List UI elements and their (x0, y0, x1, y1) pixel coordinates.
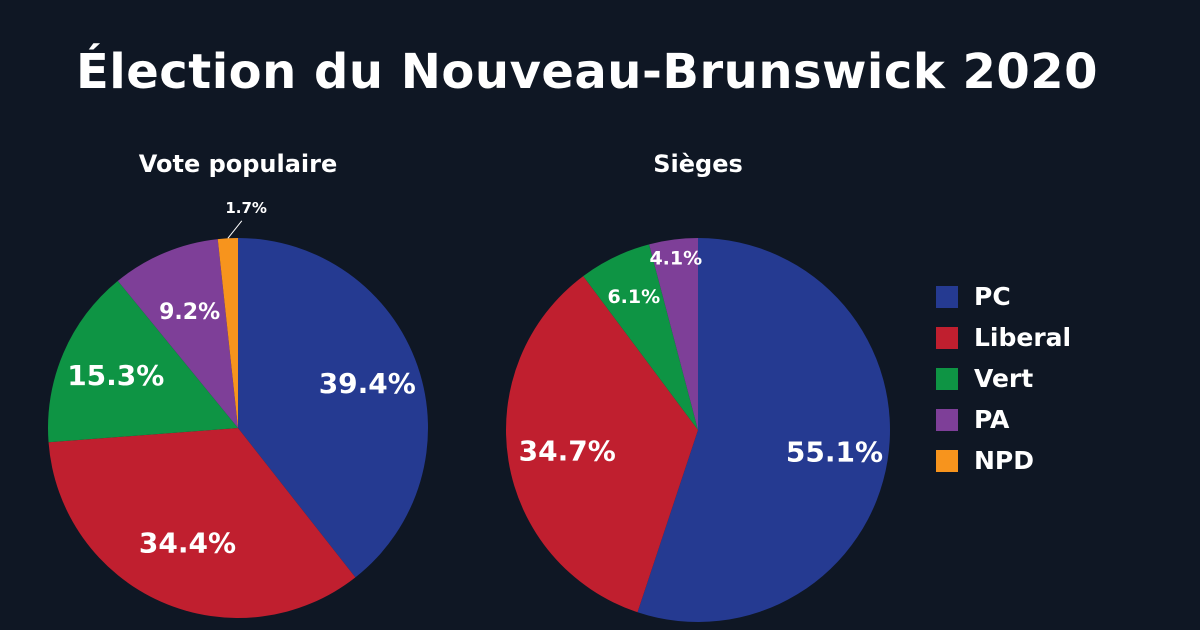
popular-vote-pie: 39.4% 34.4% 15.3% 9.2% 1.7% (48, 199, 428, 618)
vote-leader-npd (227, 220, 243, 239)
vote-label-pa: 9.2% (159, 300, 220, 325)
popular-vote-title: Vote populaire (138, 150, 338, 178)
legend-swatch-liberal (936, 326, 958, 349)
legend-item-vert: Vert (936, 358, 1071, 399)
vote-label-pc: 39.4% (319, 367, 416, 400)
legend-item-pc: PC (936, 276, 1071, 317)
seats-title: Sièges (653, 150, 743, 178)
vote-label-vert: 15.3% (67, 359, 164, 392)
legend-item-liberal: Liberal (936, 317, 1071, 358)
legend-swatch-vert (936, 367, 958, 390)
legend-label-vert: Vert (974, 364, 1034, 393)
seats-slice-pa (649, 238, 698, 430)
vote-slice-npd (217, 238, 238, 428)
legend-label-pa: PA (974, 405, 1010, 434)
legend-label-npd: NPD (974, 446, 1034, 475)
vote-slice-vert (48, 280, 239, 443)
legend-swatch-pa (936, 408, 958, 431)
legend-item-npd: NPD (936, 440, 1071, 481)
vote-label-liberal: 34.4% (139, 526, 236, 559)
seats-slice-vert (583, 244, 698, 430)
vote-slice-pc (238, 238, 428, 578)
seats-slice-pc (637, 238, 891, 622)
seats-label-pc: 55.1% (786, 436, 883, 469)
main-title: Élection du Nouveau-Brunswick 2020 (76, 44, 1099, 100)
legend-swatch-npd (936, 449, 958, 472)
vote-slice-liberal (48, 428, 356, 618)
legend-label-liberal: Liberal (974, 323, 1072, 352)
seats-label-vert: 6.1% (607, 286, 660, 308)
seats-label-liberal: 34.7% (519, 435, 616, 468)
legend-label-pc: PC (974, 282, 1011, 311)
seats-slice-liberal (506, 276, 698, 613)
legend-item-pa: PA (936, 399, 1071, 440)
vote-slice-pa (117, 239, 238, 428)
seats-label-pa: 4.1% (649, 248, 702, 270)
legend: PC Liberal Vert PA NPD (936, 276, 1071, 481)
legend-swatch-pc (936, 285, 958, 308)
seats-pie: 55.1% 34.7% 6.1% 4.1% (506, 238, 891, 622)
vote-label-npd: 1.7% (225, 199, 267, 217)
